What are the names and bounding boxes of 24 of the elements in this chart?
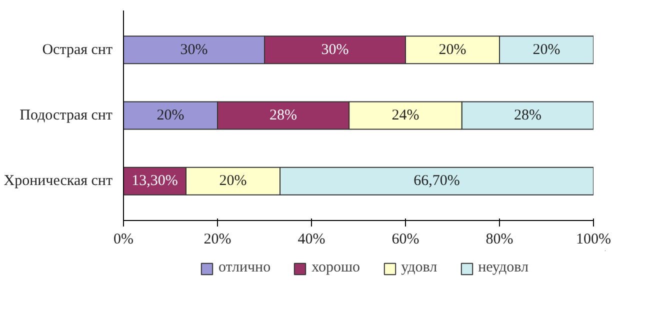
data-label: 30%: [180, 42, 208, 58]
y-tick-label: Подострая снт: [20, 108, 113, 124]
x-tick-label: 0%: [114, 232, 134, 248]
data-label: 28%: [270, 108, 298, 124]
x-tick-label: 60%: [392, 232, 420, 248]
legend-label: хорошо: [312, 260, 360, 276]
x-tick-label: 20%: [204, 232, 232, 248]
y-tick-label: Острая снт: [42, 42, 113, 58]
x-tick-label: 80%: [486, 232, 514, 248]
data-label: 13,30%: [132, 173, 178, 190]
y-tick-label: Хроническая снт: [4, 173, 113, 190]
data-label: 24%: [392, 108, 420, 124]
data-label: 20%: [219, 173, 247, 190]
data-label: 66,70%: [414, 173, 460, 190]
x-tick-label: 100%: [576, 232, 611, 248]
legend-label: неудовл: [478, 260, 528, 276]
data-label: 20%: [438, 42, 466, 58]
data-label: 30%: [321, 42, 349, 58]
x-tick-label: 40%: [298, 232, 326, 248]
data-label: 28%: [514, 108, 542, 124]
data-label: 20%: [156, 108, 184, 124]
data-label: 20%: [532, 42, 560, 58]
legend-label: отлично: [218, 260, 271, 276]
legend-label: удовл: [401, 260, 438, 276]
